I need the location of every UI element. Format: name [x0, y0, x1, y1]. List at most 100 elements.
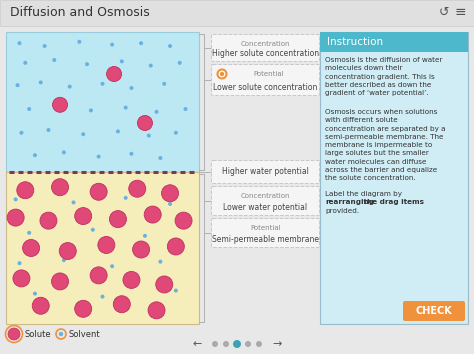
- Circle shape: [144, 206, 161, 223]
- Circle shape: [56, 104, 60, 108]
- Text: Label the diagram by: Label the diagram by: [325, 191, 404, 197]
- Circle shape: [233, 340, 241, 348]
- Circle shape: [59, 242, 76, 259]
- Circle shape: [109, 211, 127, 228]
- Circle shape: [8, 328, 20, 340]
- Circle shape: [158, 260, 163, 264]
- Circle shape: [148, 302, 165, 319]
- Circle shape: [212, 341, 218, 347]
- Text: ←: ←: [192, 339, 202, 349]
- Circle shape: [174, 289, 178, 292]
- Circle shape: [75, 207, 91, 224]
- Circle shape: [133, 241, 150, 258]
- Circle shape: [149, 64, 153, 68]
- Text: CHECK: CHECK: [416, 306, 452, 316]
- Text: ≡: ≡: [454, 5, 466, 19]
- Circle shape: [18, 261, 21, 265]
- Circle shape: [168, 44, 172, 48]
- Circle shape: [220, 72, 224, 76]
- Circle shape: [139, 41, 143, 45]
- Circle shape: [62, 258, 66, 262]
- Circle shape: [123, 272, 140, 289]
- Circle shape: [19, 131, 23, 135]
- Circle shape: [52, 58, 56, 62]
- FancyBboxPatch shape: [320, 32, 468, 52]
- Circle shape: [46, 128, 50, 132]
- Circle shape: [98, 236, 115, 253]
- Circle shape: [129, 180, 146, 197]
- FancyBboxPatch shape: [211, 160, 319, 183]
- Circle shape: [158, 156, 163, 160]
- Circle shape: [18, 41, 21, 45]
- Circle shape: [59, 332, 63, 336]
- Circle shape: [40, 212, 57, 229]
- Circle shape: [91, 228, 95, 232]
- Circle shape: [124, 196, 128, 200]
- Text: Osmosis occurs when solutions
with different solute
concentration are separated : Osmosis occurs when solutions with diffe…: [325, 109, 446, 181]
- Circle shape: [100, 82, 104, 86]
- Circle shape: [124, 105, 128, 110]
- Circle shape: [90, 183, 107, 200]
- Circle shape: [23, 240, 40, 257]
- Circle shape: [113, 296, 130, 313]
- Circle shape: [52, 273, 69, 290]
- Circle shape: [27, 231, 31, 235]
- Text: Lower water potential: Lower water potential: [223, 202, 308, 211]
- Circle shape: [110, 42, 114, 47]
- Circle shape: [39, 80, 43, 84]
- FancyBboxPatch shape: [403, 301, 465, 321]
- FancyBboxPatch shape: [0, 0, 474, 26]
- FancyBboxPatch shape: [6, 32, 199, 172]
- Circle shape: [90, 267, 107, 284]
- Circle shape: [162, 185, 179, 202]
- Circle shape: [167, 238, 184, 255]
- Circle shape: [137, 115, 153, 131]
- Circle shape: [100, 295, 104, 299]
- Circle shape: [129, 86, 134, 90]
- Circle shape: [81, 132, 85, 136]
- Text: Higher solute concentration: Higher solute concentration: [212, 48, 319, 57]
- Text: Diffusion and Osmosis: Diffusion and Osmosis: [10, 6, 150, 19]
- Circle shape: [33, 153, 37, 157]
- Circle shape: [68, 85, 72, 88]
- Text: the drag items: the drag items: [361, 199, 424, 205]
- Text: Potential: Potential: [250, 225, 281, 231]
- Circle shape: [75, 300, 91, 317]
- Circle shape: [129, 152, 134, 156]
- Circle shape: [17, 182, 34, 199]
- Circle shape: [178, 61, 182, 65]
- Text: ↺: ↺: [439, 6, 449, 18]
- Text: Semi-permeable membrane: Semi-permeable membrane: [212, 234, 319, 244]
- Circle shape: [218, 69, 227, 79]
- Circle shape: [183, 107, 188, 111]
- Text: Osmosis is the diffusion of water
molecules down their
concentration gradient. T: Osmosis is the diffusion of water molecu…: [325, 57, 443, 96]
- Circle shape: [97, 155, 100, 159]
- Circle shape: [175, 212, 192, 229]
- Circle shape: [13, 270, 30, 287]
- Text: rearranging: rearranging: [325, 199, 374, 205]
- FancyBboxPatch shape: [211, 187, 319, 216]
- Text: provided.: provided.: [325, 208, 359, 214]
- Circle shape: [110, 264, 114, 268]
- FancyBboxPatch shape: [211, 218, 319, 247]
- Text: Concentration: Concentration: [241, 41, 290, 47]
- Circle shape: [85, 62, 89, 66]
- Text: Instruction: Instruction: [327, 37, 383, 47]
- Text: Potential: Potential: [253, 71, 284, 77]
- Circle shape: [143, 234, 147, 238]
- Circle shape: [43, 44, 46, 48]
- Circle shape: [52, 179, 69, 196]
- FancyBboxPatch shape: [320, 32, 468, 324]
- Text: Concentration: Concentration: [241, 193, 290, 199]
- FancyBboxPatch shape: [211, 34, 319, 62]
- Text: →: →: [272, 339, 282, 349]
- Circle shape: [147, 133, 151, 138]
- Circle shape: [7, 209, 24, 226]
- Circle shape: [16, 83, 19, 87]
- Text: Solute: Solute: [25, 330, 52, 339]
- Circle shape: [27, 107, 31, 111]
- Text: Solvent: Solvent: [69, 330, 100, 339]
- Circle shape: [156, 276, 173, 293]
- Circle shape: [62, 150, 66, 154]
- Text: Lower solute concentration: Lower solute concentration: [213, 82, 318, 91]
